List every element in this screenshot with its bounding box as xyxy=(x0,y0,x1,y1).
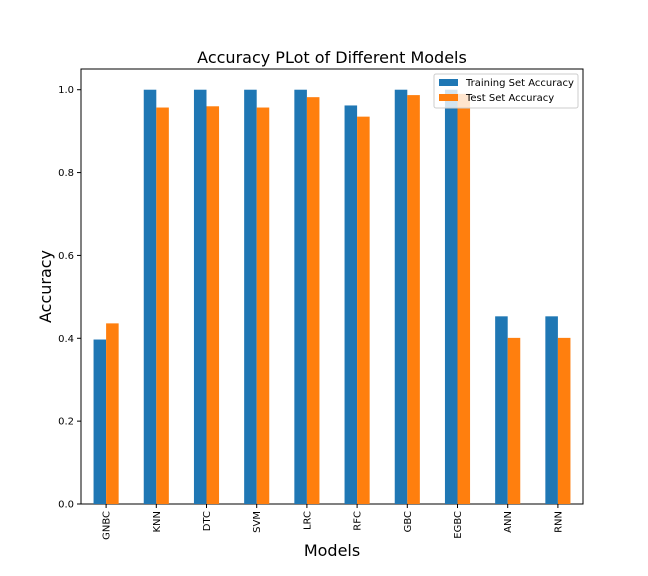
x-tick-label: GBC xyxy=(403,511,414,532)
y-tick-label: 1.0 xyxy=(58,85,74,96)
bar-test-egbc xyxy=(457,93,471,504)
bars xyxy=(93,89,571,505)
x-tick-label: DTC xyxy=(202,511,213,531)
legend-swatch xyxy=(439,94,458,101)
legend: Training Set Accuracy Test Set Accuracy xyxy=(433,73,579,109)
bar-training-dtc xyxy=(193,89,207,504)
bar-training-knn xyxy=(143,89,157,504)
bar-training-gbc xyxy=(394,89,408,504)
y-tick-label: 0.6 xyxy=(58,251,74,262)
y-tick-label: 0.4 xyxy=(58,334,74,345)
bar-training-svm xyxy=(244,89,257,504)
x-axis: GNBC KNN DTC SVM LRC RFC GBC EGBC ANN RNN xyxy=(102,504,564,540)
legend-label: Training Set Accuracy xyxy=(465,78,574,89)
bar-test-gnbc xyxy=(106,323,119,504)
legend-swatch xyxy=(439,79,458,86)
bar-training-gnbc xyxy=(93,339,107,504)
x-tick-label: LRC xyxy=(302,511,313,530)
bar-training-rnn xyxy=(545,316,558,504)
bar-test-ann xyxy=(507,337,521,504)
y-axis: 0.0 0.2 0.4 0.6 0.8 1.0 xyxy=(58,85,81,511)
bar-training-rfc xyxy=(344,105,358,504)
legend-box xyxy=(433,73,579,109)
x-axis-label: Models xyxy=(304,541,360,560)
plot-area xyxy=(80,68,584,505)
x-tick-label: SVM xyxy=(252,511,263,533)
x-tick-label: RFC xyxy=(353,511,364,531)
x-tick-label: KNN xyxy=(152,511,163,533)
bar-test-gbc xyxy=(407,95,420,504)
y-tick-label: 0.2 xyxy=(58,417,74,428)
bar-test-knn xyxy=(156,107,169,505)
y-tick-label: 0.0 xyxy=(58,500,74,511)
bar-test-lrc xyxy=(306,97,320,505)
x-tick-label: GNBC xyxy=(102,511,113,540)
bar-training-lrc xyxy=(294,89,307,504)
legend-label: Test Set Accuracy xyxy=(465,93,554,104)
y-tick-label: 0.8 xyxy=(58,168,74,179)
bar-test-svm xyxy=(256,107,270,505)
x-tick-label: ANN xyxy=(503,511,514,533)
x-tick-label: EGBC xyxy=(453,511,464,539)
chart-title: Accuracy PLot of Different Models xyxy=(197,48,467,67)
bar-test-rfc xyxy=(357,116,370,505)
bar-test-dtc xyxy=(206,106,220,505)
bar-training-egbc xyxy=(444,89,458,504)
bar-training-ann xyxy=(495,316,508,504)
y-axis-label: Accuracy xyxy=(36,250,55,323)
x-tick-label: RNN xyxy=(553,511,564,533)
bar-test-rnn xyxy=(557,337,571,504)
